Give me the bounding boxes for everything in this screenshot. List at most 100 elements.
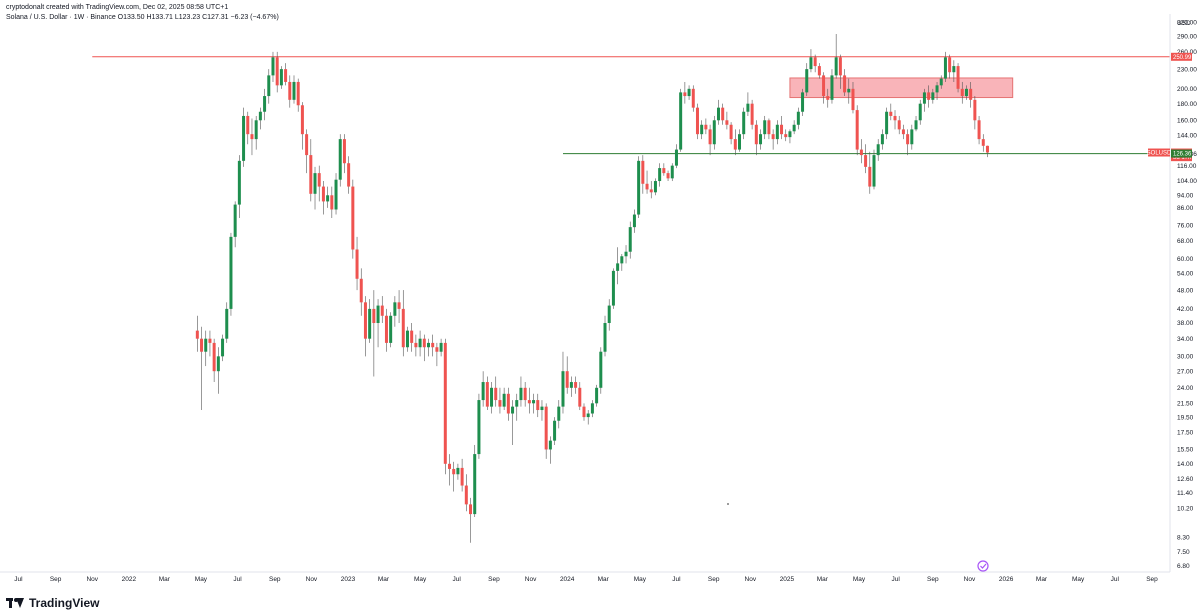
- price-tick-label: 94.00: [1177, 192, 1194, 199]
- time-axis[interactable]: Jul Sep Nov 2022 Mar May Jul Sep Nov 2023 Mar May Ju…: [0, 571, 1170, 583]
- candle-body: [279, 69, 283, 86]
- candle-body: [460, 467, 464, 486]
- candle: [502, 387, 506, 411]
- time-tick-label: Nov: [745, 576, 757, 583]
- candle: [616, 247, 620, 285]
- price-tag-bg: [1171, 149, 1192, 158]
- candle-body: [347, 163, 351, 187]
- candle: [578, 382, 582, 411]
- candle-body: [822, 75, 826, 97]
- candle: [435, 342, 439, 367]
- candle: [948, 54, 952, 79]
- time-tick-label: Sep: [488, 576, 500, 583]
- candle: [355, 236, 359, 291]
- candle: [254, 115, 258, 150]
- candle-body: [242, 115, 246, 161]
- candle: [771, 129, 775, 150]
- price-tick-label: 17.50: [1177, 430, 1194, 437]
- candle: [889, 103, 893, 121]
- candle-body: [834, 57, 838, 76]
- candle: [712, 115, 716, 150]
- candle-body: [397, 302, 401, 309]
- candle: [801, 88, 805, 116]
- candle-body: [359, 278, 363, 303]
- candle: [981, 134, 985, 152]
- candle-body: [464, 485, 468, 505]
- candle-body: [448, 463, 452, 469]
- candle-body: [880, 134, 884, 145]
- price-tick-label: 27.00: [1177, 368, 1194, 375]
- candle-body: [384, 315, 388, 343]
- candle-body: [956, 66, 960, 89]
- candle-body: [931, 92, 935, 100]
- candle-body: [763, 120, 767, 135]
- candle-body: [948, 57, 952, 73]
- candle: [666, 170, 670, 182]
- time-tick-label: Sep: [927, 576, 939, 583]
- candle-body: [674, 149, 678, 166]
- candle-body: [481, 382, 485, 401]
- candle-body: [784, 134, 788, 138]
- price-tag-bg: [1148, 148, 1170, 157]
- candle: [544, 403, 548, 459]
- candle: [805, 63, 809, 97]
- candle-body: [288, 81, 292, 100]
- candle-body: [498, 400, 502, 407]
- levels-layer: [92, 56, 1170, 155]
- candle: [582, 403, 586, 421]
- candle: [431, 334, 435, 357]
- price-tick-label: 15.50: [1177, 447, 1194, 454]
- price-tick-label: 12.60: [1177, 476, 1194, 483]
- time-tick-label: Nov: [964, 576, 976, 583]
- candle: [263, 88, 267, 121]
- candle-body: [843, 75, 847, 93]
- candle-body: [511, 406, 515, 414]
- candle-body: [334, 179, 338, 210]
- candle: [338, 134, 342, 187]
- candle-body: [733, 139, 737, 150]
- candle-body: [767, 120, 771, 135]
- candle-body: [271, 57, 275, 76]
- candle: [368, 299, 372, 343]
- candle: [284, 63, 288, 86]
- candle-body: [914, 120, 918, 130]
- candle: [599, 347, 603, 394]
- candle-body: [876, 144, 880, 156]
- candle-body: [237, 160, 241, 205]
- time-tick-label: 2024: [560, 576, 575, 583]
- candle: [439, 338, 443, 357]
- candle-body: [666, 173, 670, 179]
- candle: [288, 75, 292, 108]
- candle: [422, 334, 426, 362]
- candle-body: [393, 302, 397, 316]
- candle-body: [233, 204, 237, 237]
- candle: [653, 178, 657, 196]
- tradingview-logo[interactable]: TradingView: [6, 596, 99, 610]
- candle: [481, 371, 485, 407]
- candle: [561, 351, 565, 414]
- candle: [620, 253, 624, 271]
- candle-body: [712, 120, 716, 145]
- candle-body: [221, 338, 225, 357]
- candle: [221, 334, 225, 362]
- candle-body: [292, 81, 296, 100]
- candle: [195, 315, 199, 352]
- price-axis-unit: USD: [1177, 20, 1191, 27]
- candle: [834, 34, 838, 79]
- candle: [876, 139, 880, 161]
- candle-body: [502, 393, 506, 407]
- price-axis[interactable]: USD 320.00 290.00 260.00 230.00 200.00 180.00…: [1169, 14, 1197, 572]
- candle-body: [351, 186, 355, 250]
- candle-body: [742, 111, 746, 135]
- candle-body: [431, 342, 435, 348]
- candle-body: [910, 129, 914, 145]
- price-tag: 126.36: [1171, 149, 1192, 158]
- candle: [448, 454, 452, 486]
- candle: [410, 323, 414, 352]
- candle: [347, 156, 351, 194]
- candle: [586, 410, 590, 425]
- replay-icon[interactable]: [977, 560, 989, 572]
- candle: [901, 124, 905, 140]
